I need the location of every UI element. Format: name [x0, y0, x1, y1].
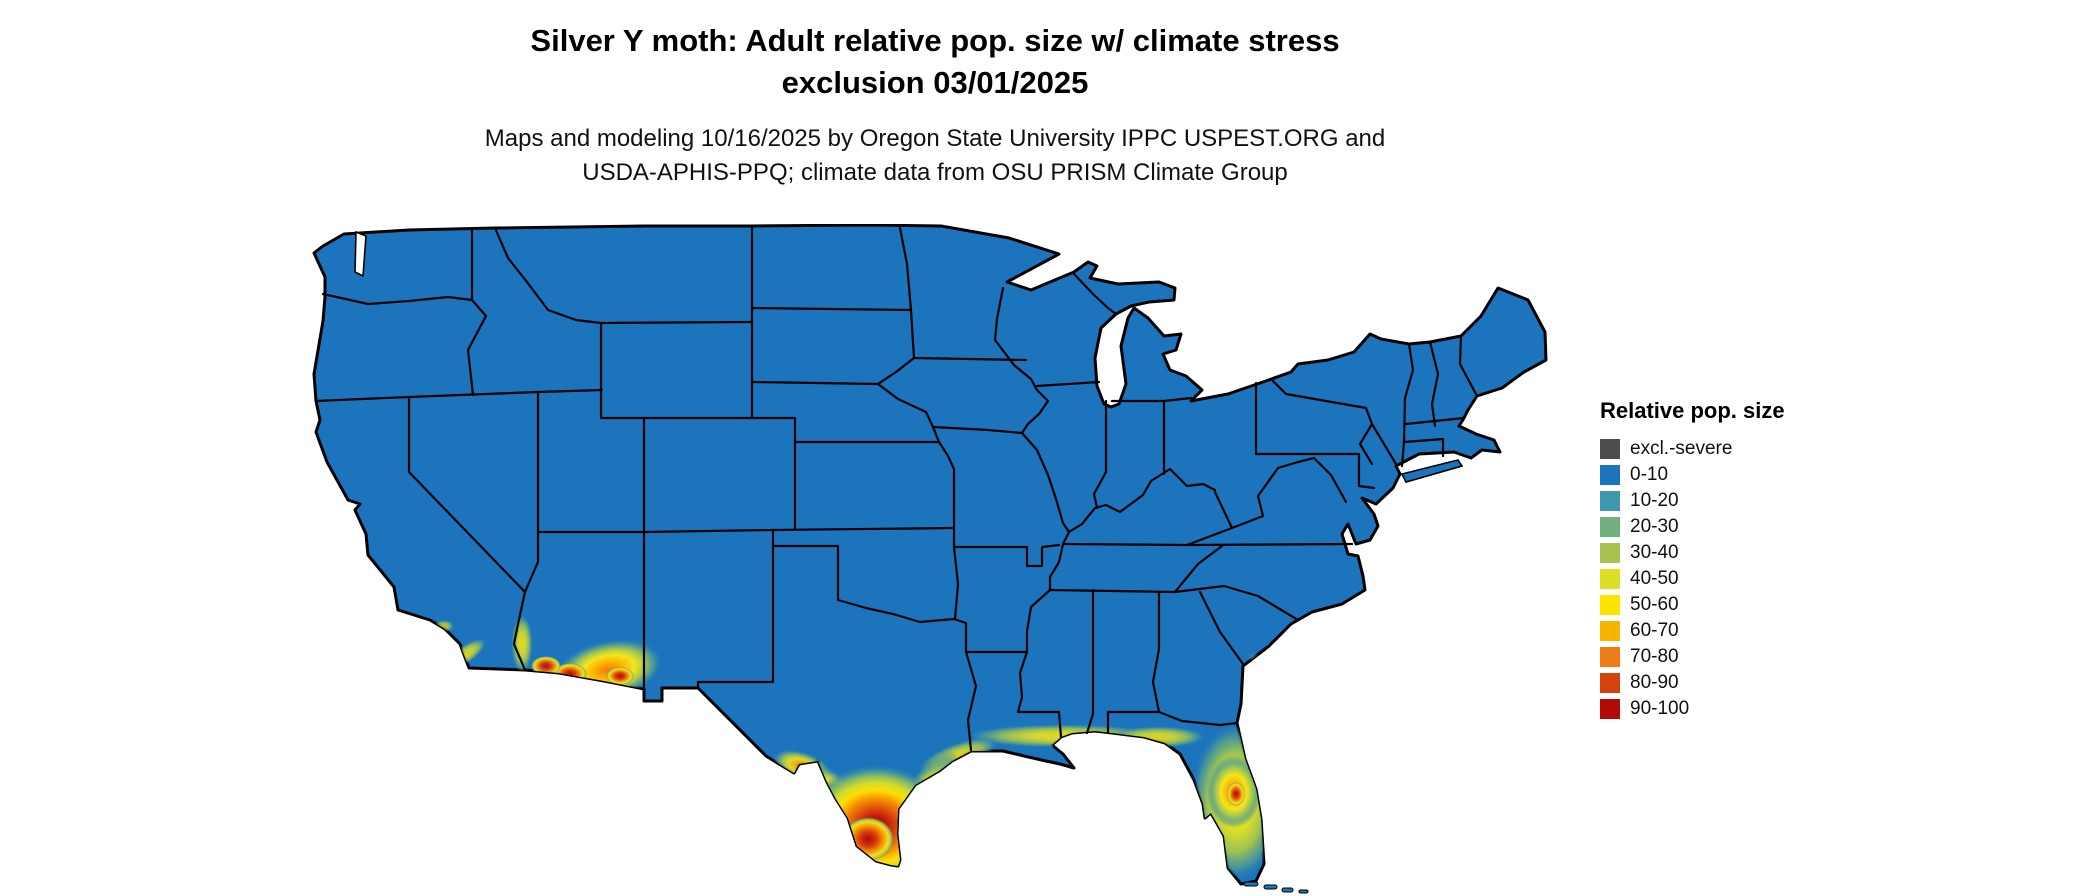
legend-item: 60-70 — [1600, 618, 1860, 644]
subtitle-line-1: Maps and modeling 10/16/2025 by Oregon S… — [484, 125, 1386, 152]
long-island — [1400, 459, 1464, 483]
legend-label: 20-30 — [1630, 516, 1679, 537]
legend-label: 70-80 — [1630, 646, 1679, 667]
conus-landmass — [312, 224, 1548, 886]
legend-title: Relative pop. size — [1600, 398, 1785, 423]
legend-swatch — [1600, 517, 1620, 537]
legend-item: 70-80 — [1600, 644, 1860, 670]
legend-label: 0-10 — [1630, 464, 1669, 485]
state-borders — [314, 224, 1479, 752]
legend-swatch — [1600, 465, 1620, 485]
legend-label: excl.-severe — [1630, 438, 1733, 459]
legend-item: 40-50 — [1600, 566, 1860, 592]
puget-sound — [354, 230, 367, 278]
legend-swatch — [1600, 569, 1620, 589]
legend: Relative pop. size excl.-severe 0-10 10-… — [1600, 398, 1860, 722]
legend-swatch — [1600, 647, 1620, 667]
legend-swatch — [1600, 673, 1620, 693]
title-line-2: exclusion 03/01/2025 — [781, 64, 1089, 100]
page-title: Silver Y moth: Adult relative pop. size … — [0, 20, 1870, 104]
legend-item: 80-90 — [1600, 670, 1860, 696]
us-map — [312, 224, 1548, 894]
legend-label: 80-90 — [1630, 672, 1679, 693]
legend-item: 30-40 — [1600, 540, 1860, 566]
us-map-container — [308, 224, 1553, 896]
legend-swatch — [1600, 491, 1620, 511]
legend-label: 30-40 — [1630, 542, 1679, 563]
legend-item: excl.-severe — [1600, 436, 1860, 462]
page-subtitle: Maps and modeling 10/16/2025 by Oregon S… — [0, 122, 1870, 190]
florida-keys — [1243, 881, 1309, 894]
legend-label: 40-50 — [1630, 568, 1679, 589]
legend-label: 60-70 — [1630, 620, 1679, 641]
legend-swatch — [1600, 439, 1620, 459]
legend-item: 0-10 — [1600, 462, 1860, 488]
legend-item: 50-60 — [1600, 592, 1860, 618]
legend-label: 90-100 — [1630, 698, 1690, 719]
legend-label: 50-60 — [1630, 594, 1679, 615]
legend-swatch — [1600, 595, 1620, 615]
legend-item: 20-30 — [1600, 514, 1860, 540]
legend-item: 90-100 — [1600, 696, 1860, 722]
title-line-1: Silver Y moth: Adult relative pop. size … — [530, 23, 1340, 58]
subtitle-line-2: USDA-APHIS-PPQ; climate data from OSU PR… — [582, 159, 1288, 187]
legend-label: 10-20 — [1630, 490, 1679, 511]
legend-swatch — [1600, 621, 1620, 641]
legend-item: 10-20 — [1600, 488, 1860, 514]
legend-swatch — [1600, 543, 1620, 563]
legend-swatch — [1600, 699, 1620, 719]
